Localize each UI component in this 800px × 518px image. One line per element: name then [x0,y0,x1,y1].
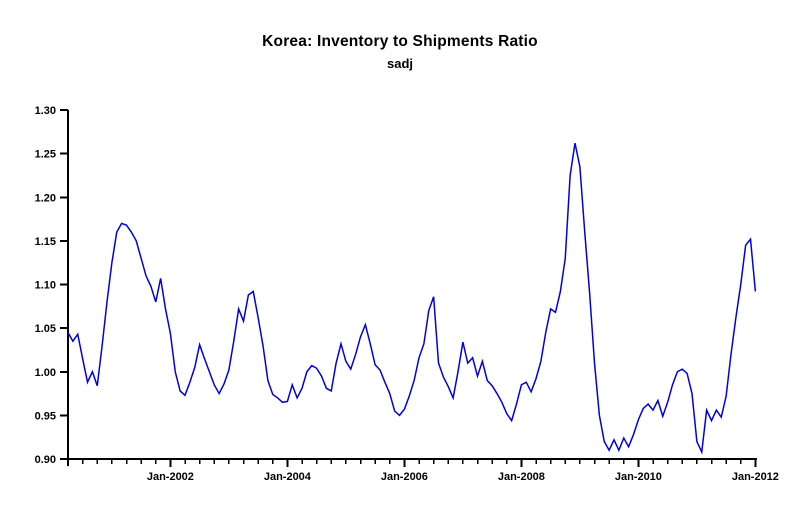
y-axis-tick-label: 0.90 [35,454,56,466]
y-axis-tick-label: 1.30 [35,105,56,117]
y-axis-tick-label: 1.00 [35,367,56,379]
y-axis-tick-label: 0.95 [35,410,56,422]
chart-subtitle: sadj [386,56,413,71]
x-axis-tick-label: Jan-2002 [147,471,194,483]
y-axis-tick-label: 1.20 [35,192,56,204]
y-axis-tick-label: 1.15 [35,236,56,248]
y-axis-tick-label: 1.10 [35,280,56,292]
y-axis-tick-label: 1.25 [35,149,56,161]
chart-title: Korea: Inventory to Shipments Ratio [262,33,538,50]
data-series-line [67,143,757,455]
x-axis-tick-label: Jan-2010 [615,471,662,483]
x-axis-tick-label: Jan-2004 [264,471,312,483]
x-axis-tick-label: Jan-2008 [498,471,545,483]
x-axis-tick-label: Jan-2012 [732,471,779,483]
y-axis-tick-label: 1.05 [35,323,56,335]
x-axis-tick-label: Jan-2006 [381,471,428,483]
